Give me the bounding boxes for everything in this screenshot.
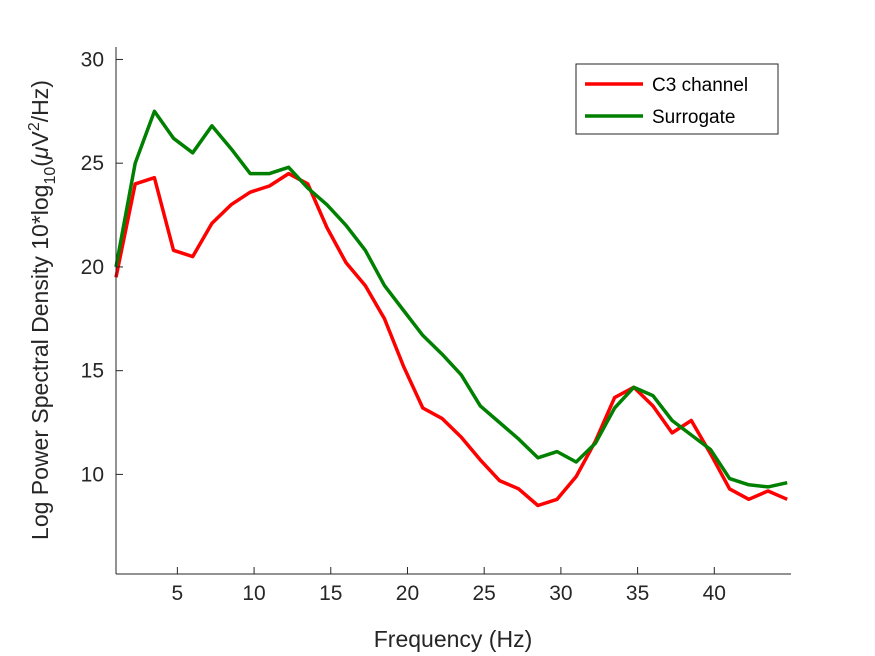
ticks-layer: 5 10 15 20 25 30 35 40 10 15 20 25 30 [81,48,726,605]
x-tick-label: 15 [319,582,342,605]
y-axis-label-tail: /Hz) [27,80,53,122]
legend: C3 channel Surrogate [575,63,779,135]
x-tick-label: 35 [626,582,649,605]
series-line-c3-channel [114,171,788,508]
y-axis-label-main: Log Power Spectral Density 10*log [27,185,53,540]
y-tick-label: 30 [81,48,104,71]
y-axis-label-open: ( [27,159,53,167]
x-tick-label: 40 [703,582,726,605]
y-axis-label-unit: V [27,130,53,146]
y-tick-label: 10 [81,463,104,486]
series-line-surrogate [114,109,788,489]
y-tick-label: 15 [81,360,104,383]
x-tick-label: 5 [172,582,184,605]
legend-box [575,63,779,135]
x-axis-label: Frequency (Hz) [374,626,532,652]
axes-layer [115,47,791,575]
legend-label-c3-channel: C3 channel [652,75,748,96]
y-tick-label: 20 [81,256,104,279]
x-tick-label: 10 [242,582,265,605]
y-axis-label: Log Power Spectral Density 10*log10(μV2/… [26,80,59,540]
y-axis-label-subscript: 10 [42,167,59,185]
x-tick-label: 30 [549,582,572,605]
x-tick-label: 20 [396,582,419,605]
legend-label-surrogate: Surrogate [652,107,735,128]
plot-area [116,47,791,574]
y-axis-label-superscript: 2 [26,122,43,131]
x-tick-label: 25 [473,582,496,605]
y-axis-label-mu: μ [27,146,53,160]
series-layer [114,109,788,508]
y-tick-label: 25 [81,152,104,175]
